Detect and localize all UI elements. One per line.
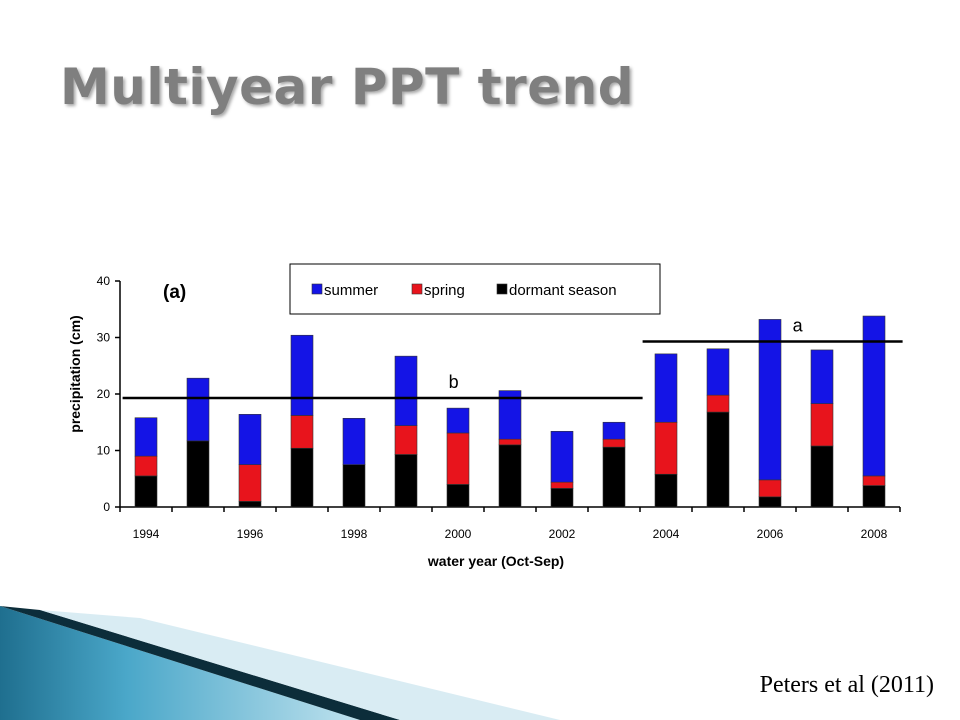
bar-summer-1997 [290, 334, 314, 416]
legend-swatch-dormant-season [496, 283, 508, 295]
legend-box [289, 263, 661, 315]
y-axis-title: precipitation (cm) [67, 315, 83, 432]
bar-summer-2002 [550, 430, 574, 483]
y-tick-label: 20 [97, 387, 111, 401]
decorative-swoosh-edge [0, 606, 400, 720]
x-tick-label: 1996 [237, 527, 264, 541]
y-tick-label: 0 [103, 500, 110, 514]
x-tick-label: 2004 [653, 527, 680, 541]
bar-summer-2004 [654, 353, 678, 423]
x-tick-label: 2000 [445, 527, 472, 541]
bar-summer-1995 [186, 377, 210, 442]
x-tick-label: 1994 [133, 527, 160, 541]
bar-summer-1994 [134, 417, 158, 457]
bar-summer-2001 [498, 390, 522, 440]
legend-swatch-spring [411, 283, 423, 295]
y-tick-label: 30 [97, 331, 111, 345]
y-tick-label: 40 [97, 274, 111, 288]
x-tick-label: 2008 [861, 527, 888, 541]
x-axis-title: water year (Oct-Sep) [427, 553, 564, 569]
legend-swatch-summer [311, 283, 323, 295]
bar-summer-2000 [446, 407, 470, 434]
bar-summer-2008 [862, 315, 886, 477]
bar-summer-2005 [706, 348, 730, 396]
citation: Peters et al (2011) [759, 672, 934, 698]
legend-label-summer: summer [324, 282, 378, 299]
legend-label-dormant-season: dormant season [509, 282, 617, 299]
bar-summer-2007 [810, 349, 834, 404]
bar-summer-2003 [602, 421, 626, 440]
bar-summer-1996 [238, 414, 262, 465]
panel-label: (a) [163, 282, 186, 303]
legend-label-spring: spring [424, 282, 465, 299]
x-tick-label: 1998 [341, 527, 368, 541]
x-tick-label: 2002 [549, 527, 576, 541]
stacked-bar-chart: 0 10 20 30 40 1994 1996 1998 2000 2002 2004 2006 200… [67, 263, 903, 569]
mean-line-label-a: a [793, 315, 804, 335]
y-tick-label: 10 [97, 444, 111, 458]
x-tick-label: 2006 [757, 527, 784, 541]
decorative-swoosh-light [40, 610, 560, 720]
bar-summer-1998 [342, 417, 366, 465]
bar-summer-1999 [394, 355, 418, 426]
bar-summer-2006 [758, 319, 782, 481]
mean-line-label-b: b [449, 372, 459, 392]
slide-title: Multiyear PPT trend [60, 58, 635, 116]
